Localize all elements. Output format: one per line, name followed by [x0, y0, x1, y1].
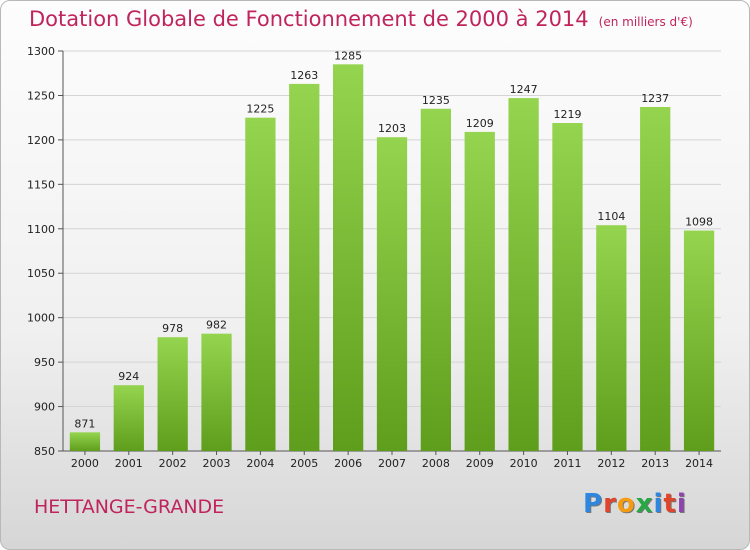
- x-tick-label-2008: 2008: [422, 457, 450, 470]
- y-tick-label: 1250: [27, 89, 55, 102]
- x-tick-label-2003: 2003: [203, 457, 231, 470]
- y-tick-label: 950: [34, 356, 55, 369]
- x-tick-label-2006: 2006: [334, 457, 362, 470]
- y-tick-labels: 850 900 950 1000 1050 1100 1150 1200 1250 1300: [27, 45, 55, 458]
- data-label-2008: 1235: [422, 94, 450, 107]
- x-tick-label-2009: 2009: [466, 457, 494, 470]
- y-tick-label: 1150: [27, 178, 55, 191]
- logo-letter: P: [583, 489, 604, 519]
- chart-title: Dotation Globale de Fonctionnement de 20…: [29, 7, 693, 31]
- logo-letter: t: [663, 489, 677, 519]
- logo-letter: x: [635, 489, 654, 519]
- x-tick-label-2005: 2005: [290, 457, 318, 470]
- data-label-2009: 1209: [466, 117, 494, 130]
- bar-2002: [157, 337, 188, 451]
- x-tick-label-2004: 2004: [246, 457, 274, 470]
- bars: [69, 64, 715, 452]
- data-label-2003: 982: [206, 319, 227, 332]
- x-tick-label-2012: 2012: [597, 457, 625, 470]
- data-label-2012: 1104: [597, 210, 625, 223]
- data-label-2002: 978: [162, 322, 183, 335]
- y-tick-label: 900: [34, 401, 55, 414]
- data-label-2001: 924: [118, 370, 139, 383]
- x-tick-label-2013: 2013: [641, 457, 669, 470]
- bar-2004: [245, 117, 276, 452]
- bar-2001: [113, 385, 144, 451]
- data-label-2013: 1237: [641, 92, 669, 105]
- bar-2008: [420, 108, 452, 452]
- y-tick-label: 1100: [27, 223, 55, 236]
- chart-subtitle: (en milliers d'€): [598, 15, 693, 29]
- data-label-2006: 1285: [334, 49, 362, 62]
- data-label-2000: 871: [74, 417, 95, 430]
- bar-2012: [596, 225, 627, 451]
- x-tick-label-2001: 2001: [115, 457, 143, 470]
- bar-2009: [464, 131, 495, 451]
- bar-2005: [289, 83, 320, 451]
- data-labels: 871 924 978 982 1225 1263 1285 1203 1235 1209 1247…: [74, 49, 713, 430]
- x-tick-label-2010: 2010: [510, 457, 538, 470]
- x-tick-labels: 2000 2001 2002 2003 2004 2005 2006 2007 2008 2009…: [71, 457, 713, 470]
- x-tick-label-2014: 2014: [685, 457, 713, 470]
- data-label-2005: 1263: [290, 69, 318, 82]
- y-tick-label: 1000: [27, 312, 55, 325]
- logo-letter: i: [653, 489, 664, 519]
- x-tick-label-2007: 2007: [378, 457, 406, 470]
- y-tick-label: 850: [34, 445, 55, 458]
- data-label-2010: 1247: [510, 83, 538, 96]
- bar-2010: [508, 98, 539, 451]
- logo-letter: o: [616, 489, 636, 519]
- logo-letter: r: [603, 489, 617, 519]
- x-tick-label-2000: 2000: [71, 457, 99, 470]
- bar-2011: [552, 123, 583, 451]
- bar-2006: [332, 64, 364, 452]
- y-tick-label: 1050: [27, 267, 55, 280]
- data-label-2014: 1098: [685, 216, 713, 229]
- place-name: HETTANGE-GRANDE: [34, 496, 225, 518]
- y-tick-label: 1200: [27, 134, 55, 147]
- chart-title-text: Dotation Globale de Fonctionnement de 20…: [29, 7, 589, 31]
- bar-2013: [640, 107, 671, 451]
- proxiti-logo: Proxiti: [583, 489, 687, 519]
- bar-2014: [683, 230, 715, 451]
- data-label-2004: 1225: [246, 103, 274, 116]
- x-tick-label-2002: 2002: [159, 457, 187, 470]
- bar-2003: [201, 333, 232, 451]
- bar-2000: [69, 432, 101, 451]
- data-label-2007: 1203: [378, 122, 406, 135]
- logo-letter: i: [676, 489, 687, 519]
- bar-2007: [376, 137, 408, 451]
- x-tick-label-2011: 2011: [553, 457, 581, 470]
- data-label-2011: 1219: [553, 108, 581, 121]
- y-tick-label: 1300: [27, 45, 55, 58]
